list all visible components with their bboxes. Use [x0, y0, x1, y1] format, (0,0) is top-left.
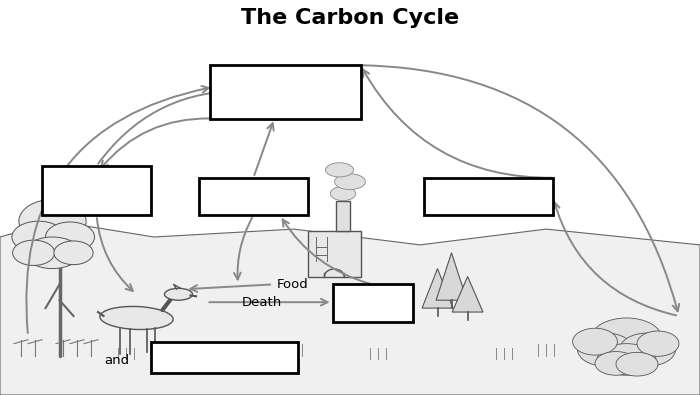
Ellipse shape — [12, 221, 65, 253]
Bar — [336, 201, 350, 231]
Ellipse shape — [620, 333, 676, 366]
Text: The Carbon Cycle: The Carbon Cycle — [241, 8, 459, 28]
Ellipse shape — [164, 288, 193, 300]
Ellipse shape — [616, 352, 658, 376]
Ellipse shape — [597, 344, 656, 375]
Ellipse shape — [54, 241, 93, 265]
Ellipse shape — [13, 240, 55, 265]
Ellipse shape — [637, 331, 679, 356]
Bar — [42, 166, 150, 215]
Text: Death: Death — [241, 296, 281, 308]
Ellipse shape — [46, 222, 94, 252]
Polygon shape — [422, 269, 453, 308]
Polygon shape — [436, 253, 467, 300]
Ellipse shape — [592, 318, 662, 357]
Bar — [150, 342, 298, 373]
Ellipse shape — [19, 199, 86, 243]
Ellipse shape — [595, 352, 637, 375]
Polygon shape — [0, 221, 700, 395]
Bar — [332, 284, 413, 322]
Ellipse shape — [25, 237, 80, 269]
Bar — [210, 65, 360, 118]
Ellipse shape — [100, 307, 173, 329]
Bar — [424, 178, 553, 215]
Bar — [308, 231, 360, 276]
Ellipse shape — [578, 333, 634, 366]
Polygon shape — [452, 276, 483, 312]
Ellipse shape — [330, 186, 356, 201]
Text: Food: Food — [276, 278, 308, 291]
Ellipse shape — [326, 163, 354, 177]
Text: and: and — [104, 354, 130, 367]
Ellipse shape — [335, 174, 365, 190]
Ellipse shape — [573, 328, 617, 355]
Bar — [199, 178, 308, 215]
